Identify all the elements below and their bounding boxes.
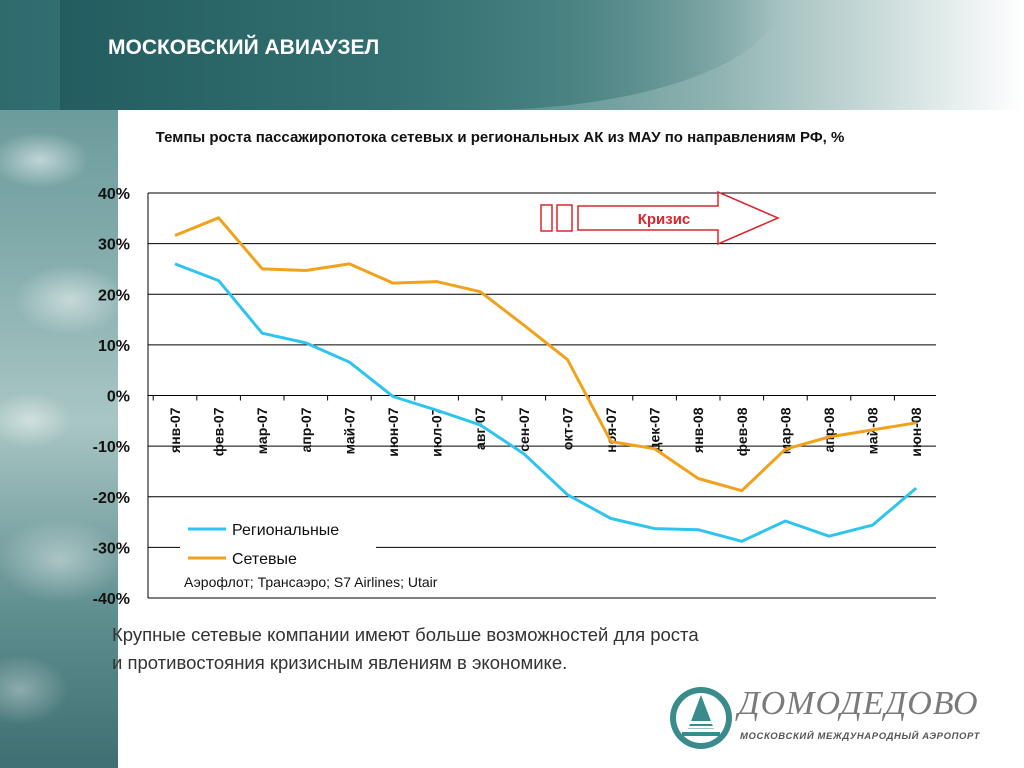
- x-tick-label: май-07: [341, 407, 357, 454]
- slide-title: МОСКОВСКИЙ АВИАУЗЕЛ: [108, 36, 380, 59]
- caption-line-2: и противостояния кризисным явлениям в эк…: [112, 652, 568, 673]
- crisis-label: Кризис: [638, 211, 691, 228]
- x-tick-label: дек-07: [647, 407, 663, 451]
- y-tick-label: -20%: [93, 490, 130, 507]
- legend-label: Сетевые: [232, 551, 297, 568]
- caption: Крупные сетевые компании имеют больше во…: [112, 621, 932, 677]
- crisis-arrow: [577, 190, 780, 246]
- x-tick-label: авг-07: [472, 407, 488, 450]
- legend-box: [180, 512, 376, 594]
- x-tick-label: фев-08: [734, 407, 750, 456]
- x-tick-label: сен-07: [516, 407, 532, 451]
- x-tick-label: апр-07: [298, 407, 314, 452]
- crisis-arrow-bar: [556, 204, 573, 232]
- legend-label: Региональные: [232, 522, 339, 539]
- caption-line-1: Крупные сетевые компании имеют больше во…: [112, 624, 699, 645]
- y-tick-label: 10%: [98, 338, 130, 355]
- x-tick-label: мар-07: [254, 407, 270, 454]
- airport-emblem-icon: [670, 687, 732, 749]
- x-tick-label: июн-07: [385, 407, 401, 456]
- series-line-1: [174, 216, 917, 493]
- header-band: [0, 0, 1024, 110]
- x-tick-label: апр-08: [821, 407, 837, 452]
- x-tick-label: июн-08: [908, 407, 924, 456]
- y-tick-label: 40%: [98, 186, 130, 203]
- y-tick-label: -30%: [93, 540, 130, 557]
- y-tick-label: -10%: [93, 439, 130, 456]
- x-tick-label: янв-08: [690, 407, 706, 453]
- y-tick-label: 0%: [107, 389, 130, 406]
- x-tick-label: июл-07: [429, 407, 445, 457]
- x-tick-label: мар-08: [777, 407, 793, 454]
- y-tick-label: 20%: [98, 287, 130, 304]
- series-line-0: [174, 262, 918, 543]
- domodedovo-logo: ДОМОДЕДОВО МОСКОВСКИЙ МЕЖДУНАРОДНЫЙ АЭРО…: [668, 685, 1008, 755]
- x-tick-label: янв-07: [167, 407, 183, 453]
- y-tick-label: 30%: [98, 237, 130, 254]
- chart-title: Темпы роста пассажиропотока сетевых и ре…: [155, 129, 845, 146]
- background-cloud-strip: [0, 0, 118, 768]
- legend-note: Аэрофлот; Трансаэро; S7 Airlines; Utair: [184, 574, 438, 590]
- x-tick-label: окт-07: [559, 407, 575, 450]
- logo-name: ДОМОДЕДОВО: [738, 685, 979, 722]
- x-tick-label: фев-07: [211, 407, 227, 456]
- logo-subtitle: МОСКОВСКИЙ МЕЖДУНАРОДНЫЙ АЭРОПОРТ: [740, 731, 981, 742]
- crisis-arrow-bar: [540, 204, 553, 232]
- y-tick-label: -40%: [93, 591, 130, 608]
